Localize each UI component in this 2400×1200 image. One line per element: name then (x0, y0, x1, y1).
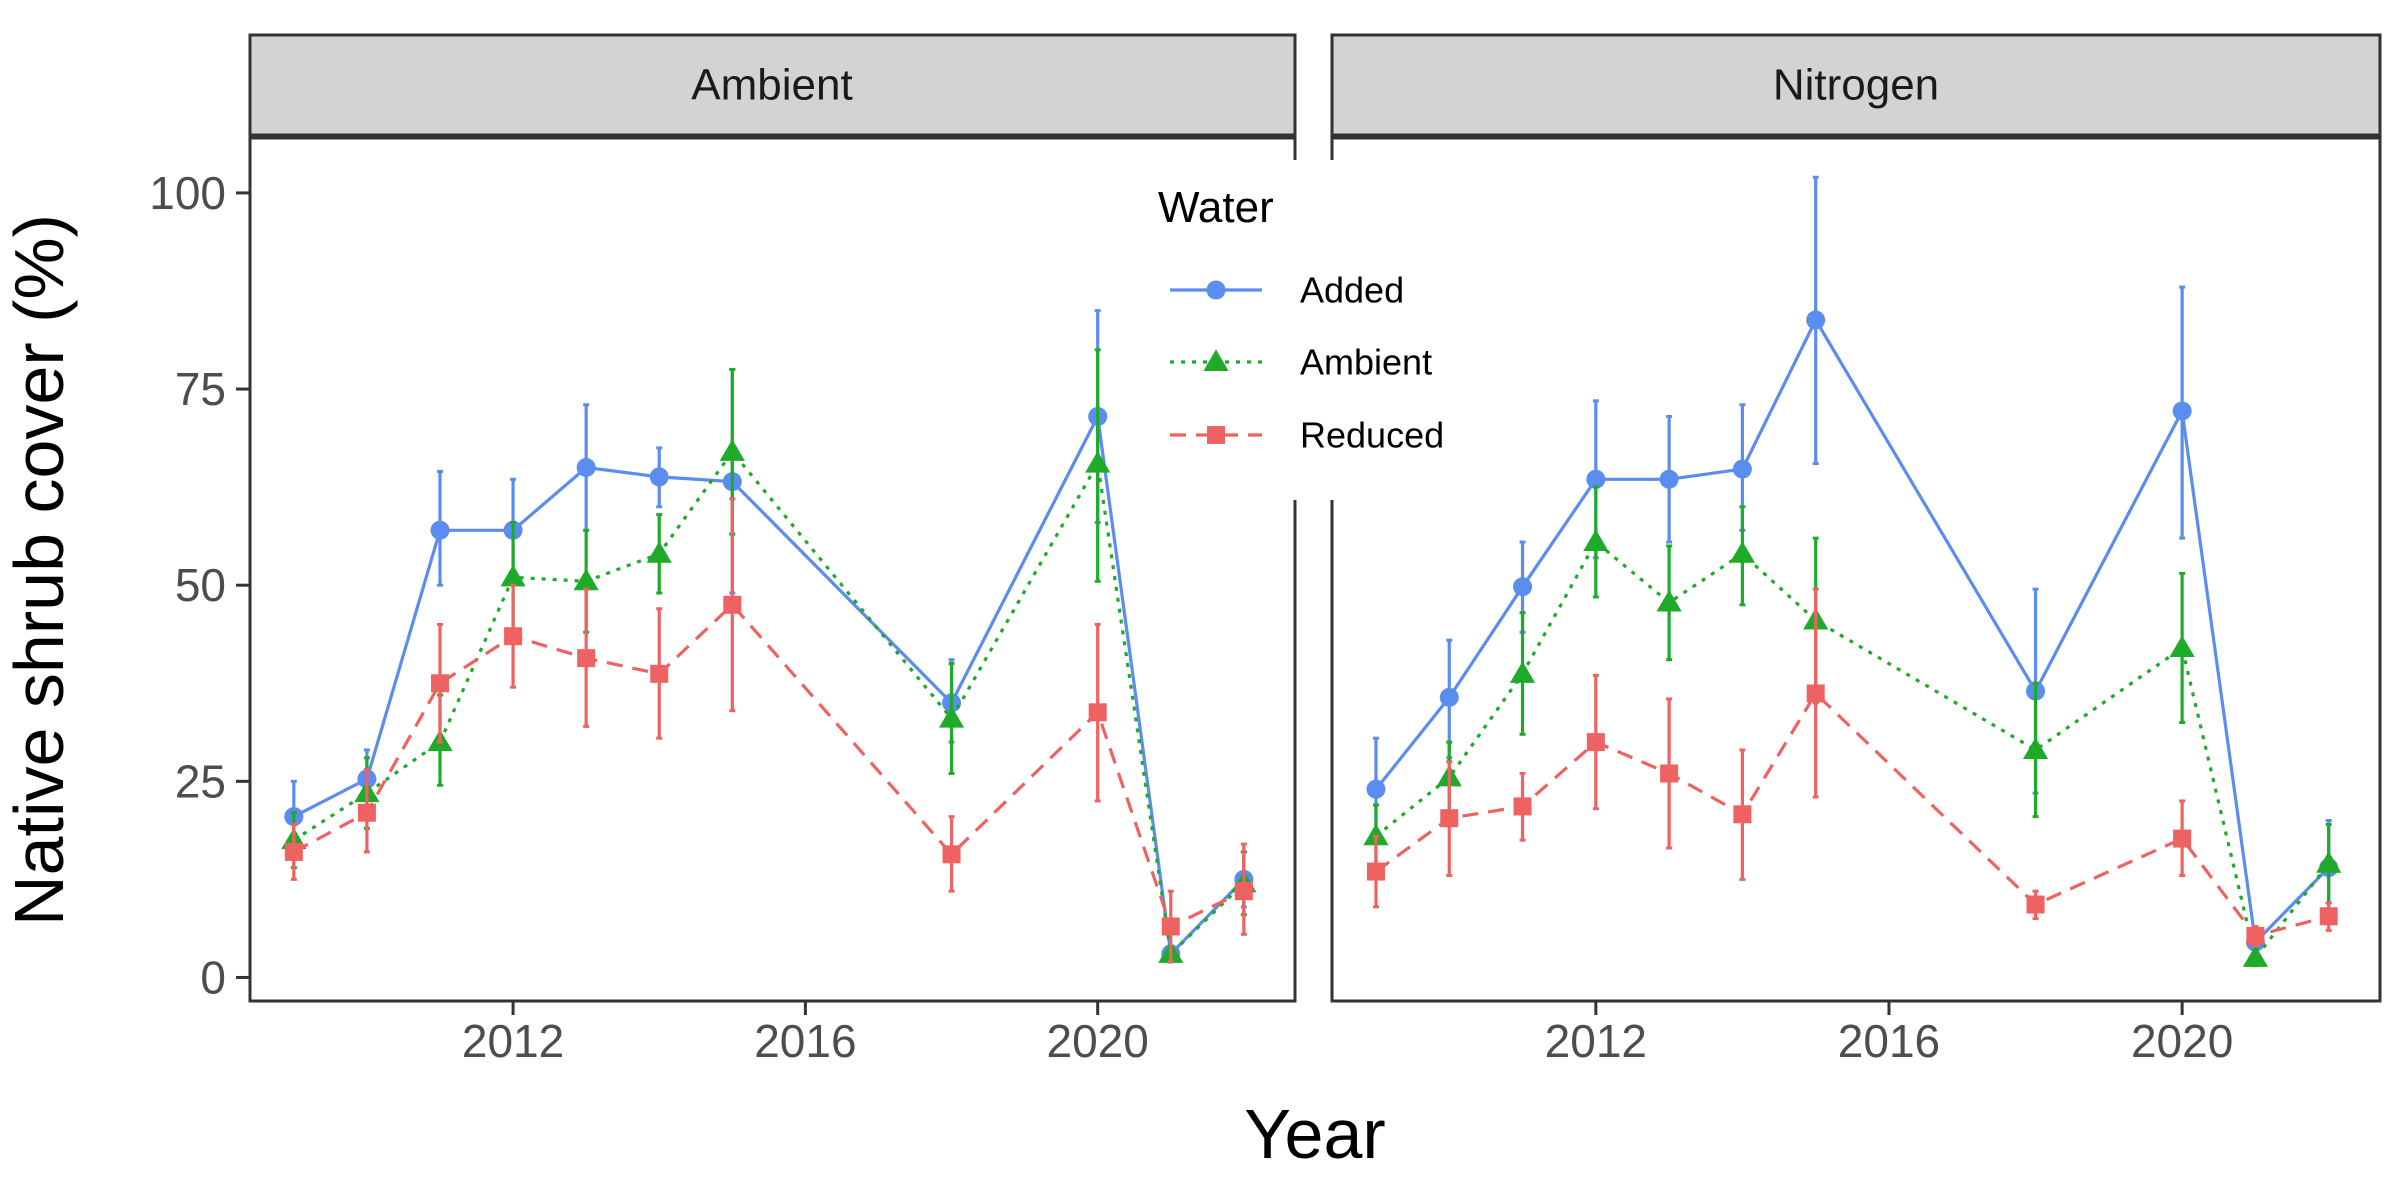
data-point (2169, 635, 2195, 657)
facet-label-ambient: Ambient (691, 61, 852, 110)
x-tick-label: 2016 (1838, 1015, 1940, 1067)
legend-label: Reduced (1300, 415, 1444, 456)
data-point (1660, 764, 1679, 783)
data-point (1440, 809, 1459, 828)
data-point (576, 458, 596, 478)
x-tick-label: 2020 (2131, 1015, 2233, 1067)
y-tick-label: 50 (175, 559, 226, 611)
y-axis: 0 25 50 75 100 (149, 167, 250, 1003)
data-point (573, 568, 599, 591)
panel-nitrogen (1363, 175, 2342, 968)
data-point (431, 674, 449, 693)
data-point (650, 664, 669, 683)
data-point (1806, 310, 1826, 330)
facet-label-nitrogen: Nitrogen (1773, 61, 1939, 110)
data-point (1366, 779, 1386, 799)
data-point (2319, 907, 2338, 926)
x-tick-label: 2012 (1545, 1015, 1647, 1067)
data-point (1161, 917, 1180, 936)
data-point (1806, 684, 1825, 703)
data-point (2316, 851, 2342, 873)
series-reduced (1366, 587, 2338, 948)
y-tick-label: 0 (200, 951, 226, 1003)
data-point (942, 845, 961, 864)
legend: Water Added Ambient Reduced (1120, 160, 1510, 500)
data-point (284, 842, 303, 861)
y-tick-label: 25 (175, 755, 226, 807)
data-point (1583, 529, 1609, 552)
y-tick-label: 100 (149, 167, 226, 219)
data-point (1732, 459, 1752, 479)
data-point (1586, 469, 1606, 489)
data-point (1729, 541, 1756, 563)
data-point (504, 627, 523, 646)
data-point (430, 520, 450, 540)
legend-background (1120, 160, 1510, 500)
x-axis-title: Year (1244, 1095, 1385, 1173)
data-point (938, 705, 965, 728)
data-point (1733, 805, 1752, 824)
data-point (2246, 926, 2265, 945)
data-point (719, 439, 745, 461)
data-point (2172, 401, 2192, 421)
data-point (1234, 882, 1253, 901)
facet-strip-nitrogen: Nitrogen (1330, 33, 2382, 137)
data-point (1366, 862, 1385, 881)
data-point (723, 595, 742, 614)
y-axis-title: Native shrub cover (%) (0, 214, 78, 926)
data-point (646, 541, 672, 563)
legend-title: Water (1158, 183, 1274, 232)
data-point (1586, 733, 1605, 752)
legend-marker (1203, 349, 1229, 371)
data-point (1363, 823, 1389, 846)
data-point (500, 564, 526, 587)
data-point (357, 803, 376, 822)
x-tick-label: 2012 (462, 1015, 564, 1067)
data-point (2022, 737, 2049, 759)
data-point (649, 467, 669, 487)
data-point (1513, 797, 1532, 816)
legend-entries: Added Ambient Reduced (1170, 270, 1444, 456)
series-reduced (284, 497, 1253, 964)
legend-entry-added: Added (1170, 270, 1404, 311)
y-tick-label: 75 (175, 363, 226, 415)
data-point (2242, 945, 2269, 967)
series-line-ambient (1374, 540, 2330, 960)
facet-strip-ambient: Ambient (248, 33, 1297, 137)
x-axis-ambient: 2012 2016 2020 (462, 1001, 1149, 1067)
legend-label: Added (1300, 270, 1404, 311)
x-axis-nitrogen: 2012 2016 2020 (1545, 1001, 2233, 1067)
data-point (1085, 450, 1111, 473)
data-point (1513, 577, 1533, 597)
data-point (2173, 829, 2192, 848)
data-point (1439, 687, 1459, 707)
data-point (1088, 703, 1107, 722)
x-tick-label: 2020 (1047, 1015, 1149, 1067)
legend-entry-reduced: Reduced (1170, 415, 1444, 456)
legend-label: Ambient (1300, 342, 1432, 383)
panel-ambient (281, 309, 1257, 964)
data-point (1656, 589, 1682, 612)
data-point (1509, 661, 1536, 683)
legend-marker (1207, 426, 1225, 444)
legend-entry-ambient: Ambient (1170, 342, 1432, 383)
legend-marker (1206, 280, 1226, 300)
data-point (577, 649, 596, 668)
x-tick-label: 2016 (754, 1015, 856, 1067)
series-ambient (1363, 485, 2342, 968)
data-point (2026, 895, 2045, 914)
data-point (1659, 469, 1679, 489)
